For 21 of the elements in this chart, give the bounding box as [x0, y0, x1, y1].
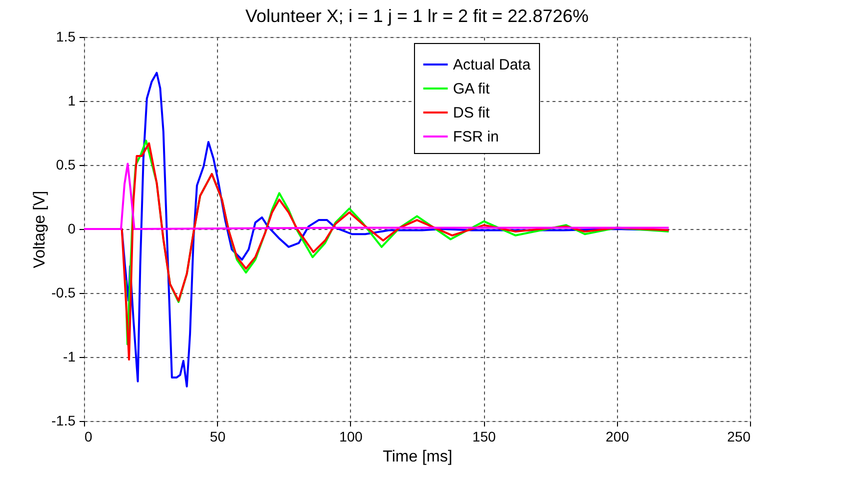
- x-tick-label: 250: [727, 428, 751, 444]
- x-tick-label: 0: [84, 428, 92, 444]
- y-axis-title: Voltage [V]: [31, 190, 48, 268]
- y-tick-label: -1: [63, 348, 76, 364]
- x-tick-label: 100: [339, 428, 363, 444]
- x-tick-label: 150: [472, 428, 496, 444]
- y-tick-label: 1.5: [56, 28, 76, 44]
- x-tick-label: 50: [210, 428, 226, 444]
- x-axis-title: Time [ms]: [382, 448, 452, 466]
- y-tick-label: 0.5: [56, 156, 76, 172]
- legend-label: GA fit: [453, 80, 491, 98]
- line-series: [84, 162, 670, 230]
- y-tick-label: 0: [68, 220, 76, 236]
- y-tick-label: 1: [68, 92, 76, 108]
- x-tick-label: 200: [606, 428, 630, 444]
- legend-label: DS fit: [453, 104, 491, 122]
- legend-label: Actual Data: [453, 56, 532, 74]
- chart-title: Volunteer X; i = 1 j = 1 lr = 2 fit = 22.8726%: [245, 6, 589, 26]
- legend-label: FSR in: [453, 128, 499, 146]
- y-tick-label: -0.5: [51, 284, 76, 300]
- y-tick-label: -1.5: [51, 412, 76, 428]
